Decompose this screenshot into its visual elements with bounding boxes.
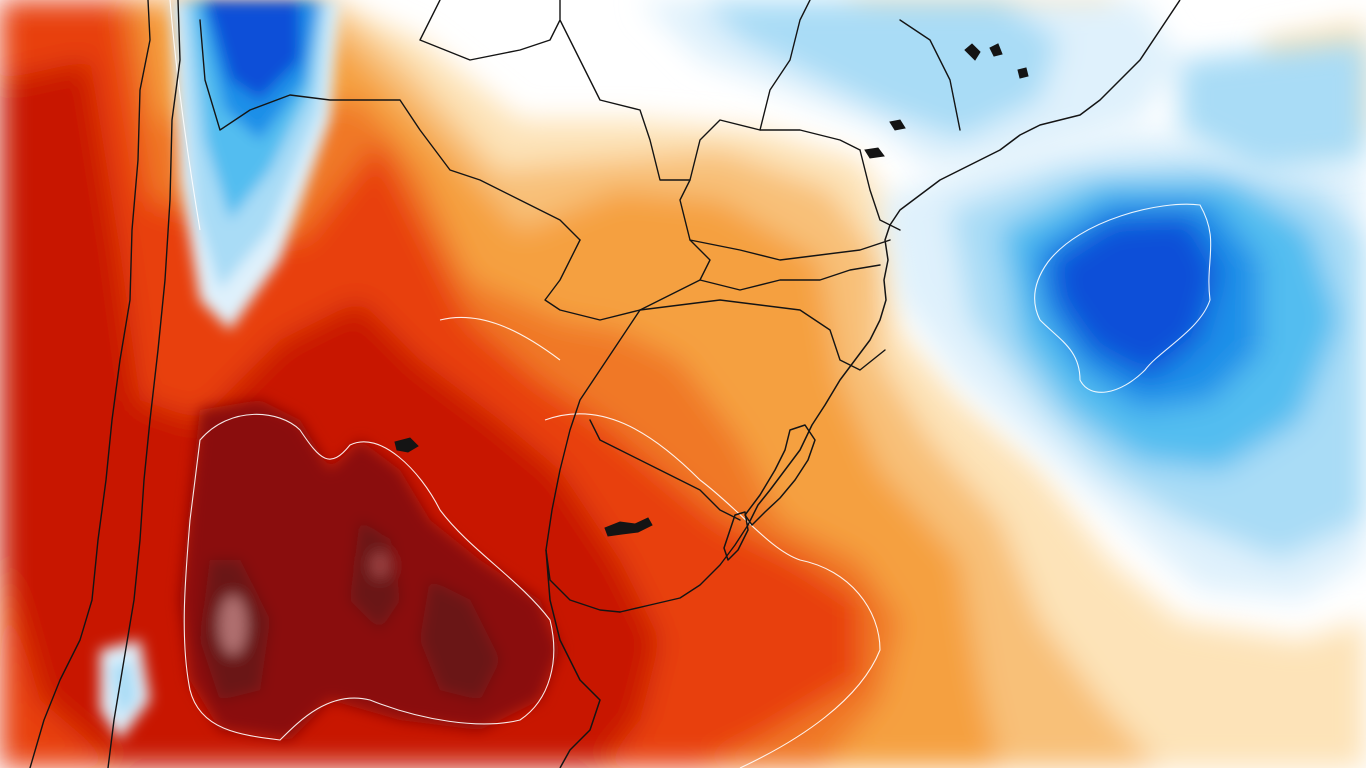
rio-negro-reservoir (604, 517, 653, 537)
cool-anomaly-field-atlantic (880, 130, 1366, 600)
brazil-atlantic-coast (747, 0, 1181, 526)
argentina-brazil-border (699, 264, 881, 291)
political-boundaries (29, 0, 1181, 768)
argentina-bolivia-border (199, 19, 581, 241)
uruguay-coast (619, 524, 749, 613)
argentina-atlantic-coast (545, 549, 601, 768)
uruguay-north-border (589, 419, 741, 521)
cool-anomaly-field-andes (100, 0, 340, 740)
chile-argentina-border (29, 0, 151, 768)
extreme-warm-core (180, 400, 560, 740)
chile-coastline (107, 0, 181, 768)
brazil-state-border-north (689, 239, 891, 261)
lagoa-dos-patos (744, 424, 816, 526)
parana-reservoirs (864, 119, 906, 159)
cool-anomaly-field-north (640, 0, 1366, 170)
argentina-paraguay-border (544, 179, 711, 321)
anomaly-contours (169, 0, 1212, 768)
brazil-state-border-south (639, 299, 886, 371)
salto-grande-reservoir (394, 437, 419, 453)
lagoa-mirim (723, 511, 749, 561)
sp-reservoirs (964, 43, 1029, 79)
argentina-uruguay-river (545, 309, 641, 613)
